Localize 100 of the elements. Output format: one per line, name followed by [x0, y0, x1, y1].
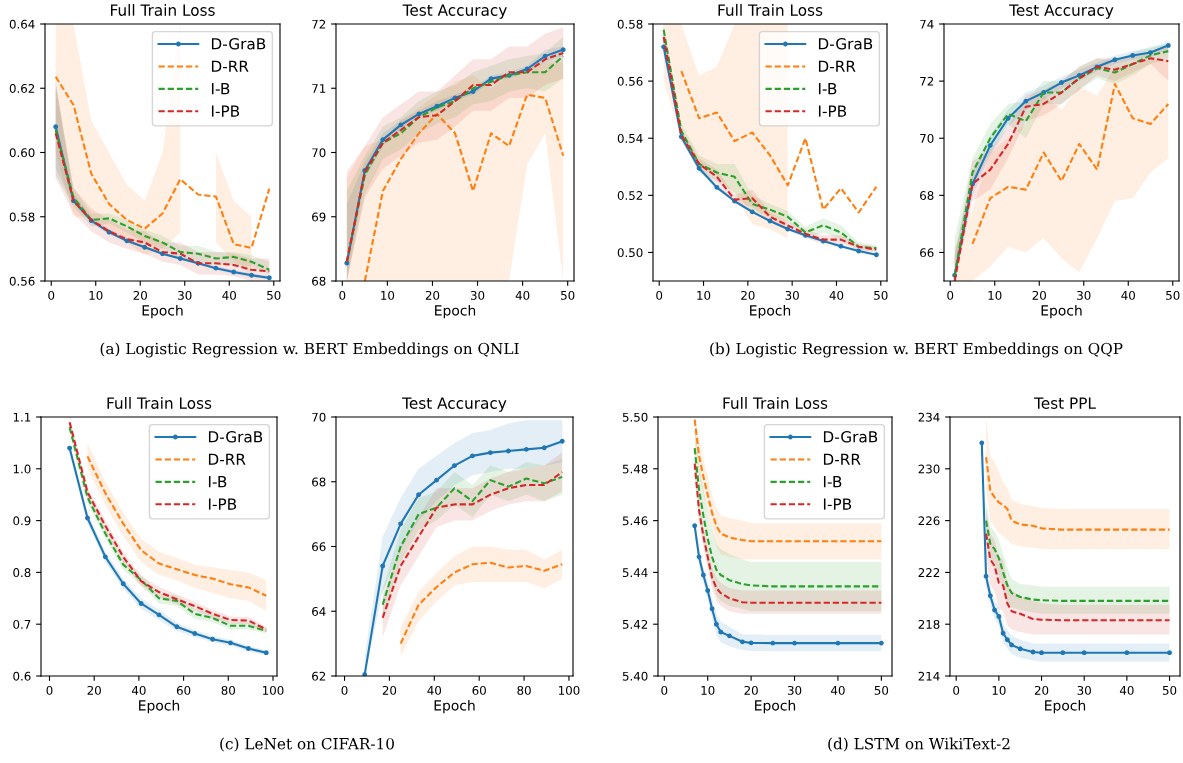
x-tick-label: 10	[992, 685, 1006, 695]
y-tick-label: 234	[918, 412, 940, 422]
x-tick-label: 30	[785, 290, 799, 300]
y-tick-label: 0.60	[9, 148, 35, 158]
x-axis-title: Epoch	[434, 699, 475, 714]
x-tick-label: 20	[382, 685, 397, 695]
x-tick-label: 20	[87, 685, 101, 695]
x-tick-label: 20	[744, 685, 758, 695]
x-tick-label: 0	[339, 290, 346, 300]
chart-title: Test Accuracy	[402, 4, 507, 19]
y-tick-label: 71	[312, 84, 326, 93]
x-tick-label: 0	[46, 685, 53, 695]
x-tick-label: 100	[558, 685, 580, 695]
y-tick-label: 72	[920, 76, 934, 86]
y-tick-label: 0.56	[9, 276, 35, 286]
chart-title: Test Accuracy	[1009, 4, 1114, 19]
y-tick-label: 0.64	[9, 19, 35, 29]
y-tick-label: 1.0	[13, 464, 31, 474]
y-tick-label: 66	[920, 248, 934, 258]
x-axis-title: Epoch	[435, 304, 476, 319]
x-tick-label: 40	[1119, 685, 1134, 695]
x-tick-label: 80	[517, 685, 531, 695]
x-axis-title: Epoch	[1045, 699, 1086, 714]
y-tick-label: 0.50	[617, 248, 643, 258]
y-tick-label: 0.6	[13, 671, 31, 681]
y-tick-label: 5.40	[622, 671, 648, 681]
y-tick-label: 68	[920, 191, 934, 200]
y-tick-label: 226	[918, 516, 940, 526]
x-tick-label: 10	[697, 290, 711, 300]
legend-label: I-B	[211, 83, 230, 95]
x-tick-label: 20	[1034, 685, 1049, 695]
x-tick-label: 100	[263, 685, 284, 695]
y-tick-label: 70	[312, 148, 326, 158]
y-tick-label: 72	[312, 19, 326, 29]
x-tick-label: 50	[267, 290, 281, 300]
x-tick-label: 0	[48, 290, 55, 300]
x-tick-label: 50	[1166, 290, 1180, 300]
y-tick-label: 0.7	[13, 619, 31, 629]
chart-title: Test Accuracy	[402, 397, 507, 412]
x-tick-label: 20	[425, 290, 440, 300]
x-tick-label: 10	[89, 290, 103, 300]
y-tick-label: 5.44	[622, 568, 648, 578]
legend-label: I-B	[208, 476, 227, 488]
y-tick-label: 0.9	[13, 516, 31, 526]
chart-title: Full Train Loss	[718, 4, 823, 16]
y-tick-label: 5.42	[622, 619, 648, 629]
y-tick-label: 5.46	[622, 516, 648, 526]
x-tick-label: 50	[561, 290, 575, 300]
y-tick-label: 69	[312, 212, 326, 222]
legend-label: I-B	[823, 476, 842, 488]
legend-label: D-RR	[818, 60, 856, 72]
legend-label: I-PB	[818, 105, 847, 117]
x-tick-label: 20	[1032, 290, 1046, 300]
x-tick-label: 20	[133, 290, 147, 300]
x-tick-label: 30	[1077, 685, 1091, 695]
x-tick-label: 10	[988, 290, 1002, 300]
x-tick-label: 40	[222, 290, 236, 300]
y-tick-label: 5.50	[622, 412, 648, 422]
chart-title: Test PPL	[1034, 397, 1096, 409]
x-tick-label: 30	[470, 290, 485, 300]
x-axis-title: Epoch	[139, 699, 180, 714]
y-tick-label: 218	[918, 619, 940, 629]
legend-label: D-RR	[208, 453, 246, 465]
legend-label: I-PB	[208, 498, 237, 510]
x-axis-title: Epoch	[142, 304, 183, 319]
legend-label: D-GraB	[823, 431, 878, 443]
legend-label: D-RR	[211, 60, 249, 72]
chart-title: Full Train Loss	[107, 397, 212, 409]
y-tick-label: 0.56	[617, 76, 643, 86]
legend-label: I-PB	[211, 105, 240, 117]
y-tick-label: 230	[918, 464, 940, 474]
text: (c) LeNet on CIFAR-10	[220, 737, 394, 752]
y-tick-label: 0.8	[13, 568, 31, 578]
y-tick-label: 70	[312, 412, 326, 422]
y-tick-label: 0.54	[617, 133, 643, 143]
legend-label: D-GraB	[211, 38, 266, 50]
legend-label: I-B	[818, 83, 837, 95]
legend-label: D-GraB	[208, 431, 263, 443]
legend-label: D-RR	[823, 453, 861, 465]
y-tick-label: 1.1	[13, 412, 31, 422]
x-tick-label: 50	[874, 685, 889, 695]
y-tick-label: 70	[920, 133, 934, 143]
x-tick-label: 0	[953, 685, 960, 695]
x-tick-label: 60	[472, 685, 486, 695]
x-tick-label: 20	[741, 290, 755, 300]
y-tick-label: 214	[918, 671, 940, 681]
x-tick-label: 50	[874, 290, 888, 300]
y-tick-label: 64	[312, 606, 326, 616]
x-tick-label: 30	[178, 290, 192, 300]
y-tick-label: 0.58	[617, 19, 643, 29]
x-axis-title: Epoch	[750, 304, 791, 319]
x-tick-label: 40	[829, 290, 844, 300]
legend-label: I-PB	[823, 498, 852, 510]
x-tick-label: 0	[341, 685, 348, 695]
text: (d) LSTM on WikiText-2	[828, 737, 1010, 752]
text: (a) Logistic Regression w. BERT Embeddings on QNLI	[100, 342, 519, 358]
x-tick-label: 0	[656, 290, 663, 300]
y-tick-label: 5.48	[622, 464, 648, 474]
x-tick-label: 50	[1162, 685, 1177, 695]
x-tick-label: 40	[427, 685, 442, 695]
